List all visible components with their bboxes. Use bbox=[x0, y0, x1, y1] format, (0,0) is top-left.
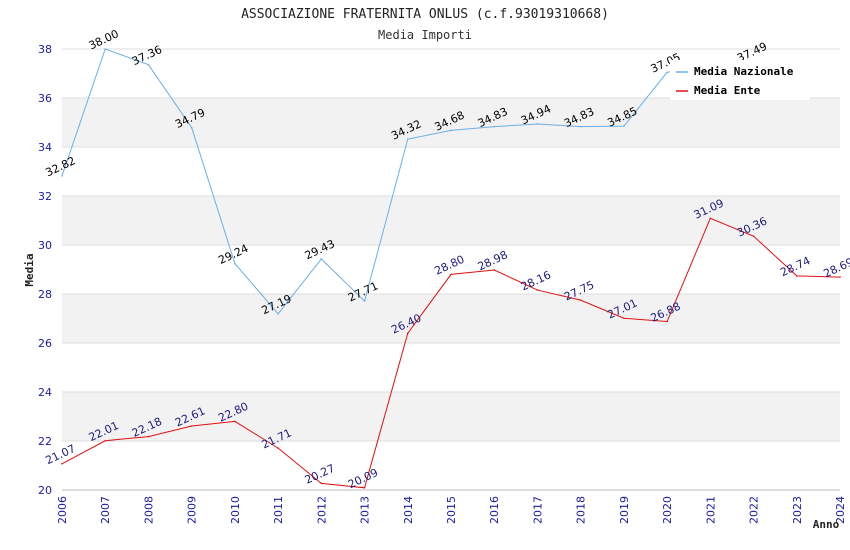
data-point bbox=[839, 276, 841, 278]
data-point bbox=[147, 63, 150, 66]
data-point bbox=[450, 129, 452, 132]
x-tick-label: 2020 bbox=[661, 496, 674, 524]
y-axis-ticks: 20 22 24 26 28 30 32 34 36 38 bbox=[38, 43, 52, 497]
x-tick-label: 2019 bbox=[618, 496, 631, 524]
data-point bbox=[61, 175, 63, 177]
data-point bbox=[234, 420, 236, 423]
data-point bbox=[623, 317, 625, 320]
y-tick-label: 36 bbox=[38, 92, 52, 105]
data-point bbox=[320, 482, 323, 485]
data-point bbox=[752, 235, 755, 237]
x-tick-label: 2015 bbox=[445, 496, 458, 524]
y-tick-label: 24 bbox=[38, 386, 52, 399]
data-point bbox=[234, 262, 236, 265]
x-tick-label: 2024 bbox=[834, 496, 847, 524]
x-tick-label: 2018 bbox=[575, 496, 588, 524]
x-tick-label: 2011 bbox=[272, 496, 285, 524]
x-tick-label: 2023 bbox=[791, 496, 804, 524]
legend-box bbox=[670, 60, 810, 100]
data-point bbox=[190, 126, 193, 129]
grid-band bbox=[62, 147, 840, 196]
legend-entry-0: Media Nazionale bbox=[694, 65, 794, 78]
x-tick-label: 2007 bbox=[99, 496, 112, 524]
y-tick-label: 20 bbox=[38, 484, 52, 497]
data-point bbox=[666, 71, 668, 74]
series-group bbox=[61, 48, 841, 489]
y-axis-label: Media bbox=[23, 253, 36, 286]
data-point bbox=[320, 258, 323, 260]
x-tick-label: 2009 bbox=[186, 496, 199, 524]
data-point bbox=[450, 273, 452, 276]
data-point bbox=[709, 217, 712, 220]
data-point bbox=[493, 125, 496, 128]
data-point bbox=[623, 125, 625, 127]
grid-band bbox=[62, 196, 840, 245]
data-point bbox=[579, 125, 582, 128]
grid-band bbox=[62, 343, 840, 392]
x-tick-label: 2017 bbox=[531, 496, 544, 524]
data-point bbox=[493, 269, 496, 271]
data-point bbox=[536, 123, 539, 125]
data-point bbox=[363, 486, 366, 489]
grid-band bbox=[62, 392, 840, 441]
x-tick-label: 2010 bbox=[229, 496, 242, 524]
data-point bbox=[579, 299, 582, 301]
data-point bbox=[536, 289, 539, 291]
y-tick-label: 38 bbox=[38, 43, 52, 56]
grid-bands bbox=[62, 48, 840, 491]
grid-band bbox=[62, 294, 840, 343]
legend: Media Nazionale Media Ente bbox=[670, 60, 810, 100]
data-point bbox=[277, 447, 279, 449]
data-point bbox=[104, 439, 107, 442]
chart-subtitle: Media Importi bbox=[378, 28, 472, 42]
data-point bbox=[147, 435, 150, 438]
x-axis-label: Anno bbox=[813, 518, 840, 531]
y-tick-label: 22 bbox=[38, 435, 52, 448]
x-tick-label: 2016 bbox=[488, 496, 501, 524]
x-tick-label: 2006 bbox=[56, 496, 69, 524]
data-point bbox=[666, 320, 668, 323]
grid-band bbox=[62, 245, 840, 294]
x-tick-label: 2014 bbox=[402, 496, 415, 524]
chart-title: ASSOCIAZIONE FRATERNITA ONLUS (c.f.93019… bbox=[241, 7, 609, 22]
data-point bbox=[406, 138, 409, 140]
data-point bbox=[277, 313, 279, 315]
data-point bbox=[61, 462, 63, 465]
data-point bbox=[406, 332, 409, 335]
y-tick-label: 28 bbox=[38, 288, 52, 301]
data-point bbox=[363, 300, 366, 302]
x-tick-label: 2012 bbox=[315, 496, 328, 524]
data-point bbox=[104, 48, 107, 50]
x-tick-label: 2013 bbox=[359, 496, 372, 524]
y-tick-label: 26 bbox=[38, 337, 52, 350]
x-tick-label: 2021 bbox=[704, 496, 717, 524]
grid-band bbox=[62, 98, 840, 147]
y-tick-label: 32 bbox=[38, 190, 52, 203]
x-tick-label: 2022 bbox=[748, 496, 761, 524]
y-tick-label: 30 bbox=[38, 239, 52, 252]
data-point bbox=[190, 425, 193, 427]
grid-band bbox=[62, 441, 840, 490]
legend-entry-1: Media Ente bbox=[694, 84, 761, 97]
y-tick-label: 34 bbox=[38, 141, 52, 154]
series-line-0 bbox=[61, 48, 754, 315]
x-axis-ticks: 2006 2007 2008 2009 2010 2011 2012 2013 2014 2015… bbox=[56, 496, 847, 524]
x-tick-label: 2008 bbox=[142, 496, 155, 524]
data-point bbox=[795, 275, 798, 277]
